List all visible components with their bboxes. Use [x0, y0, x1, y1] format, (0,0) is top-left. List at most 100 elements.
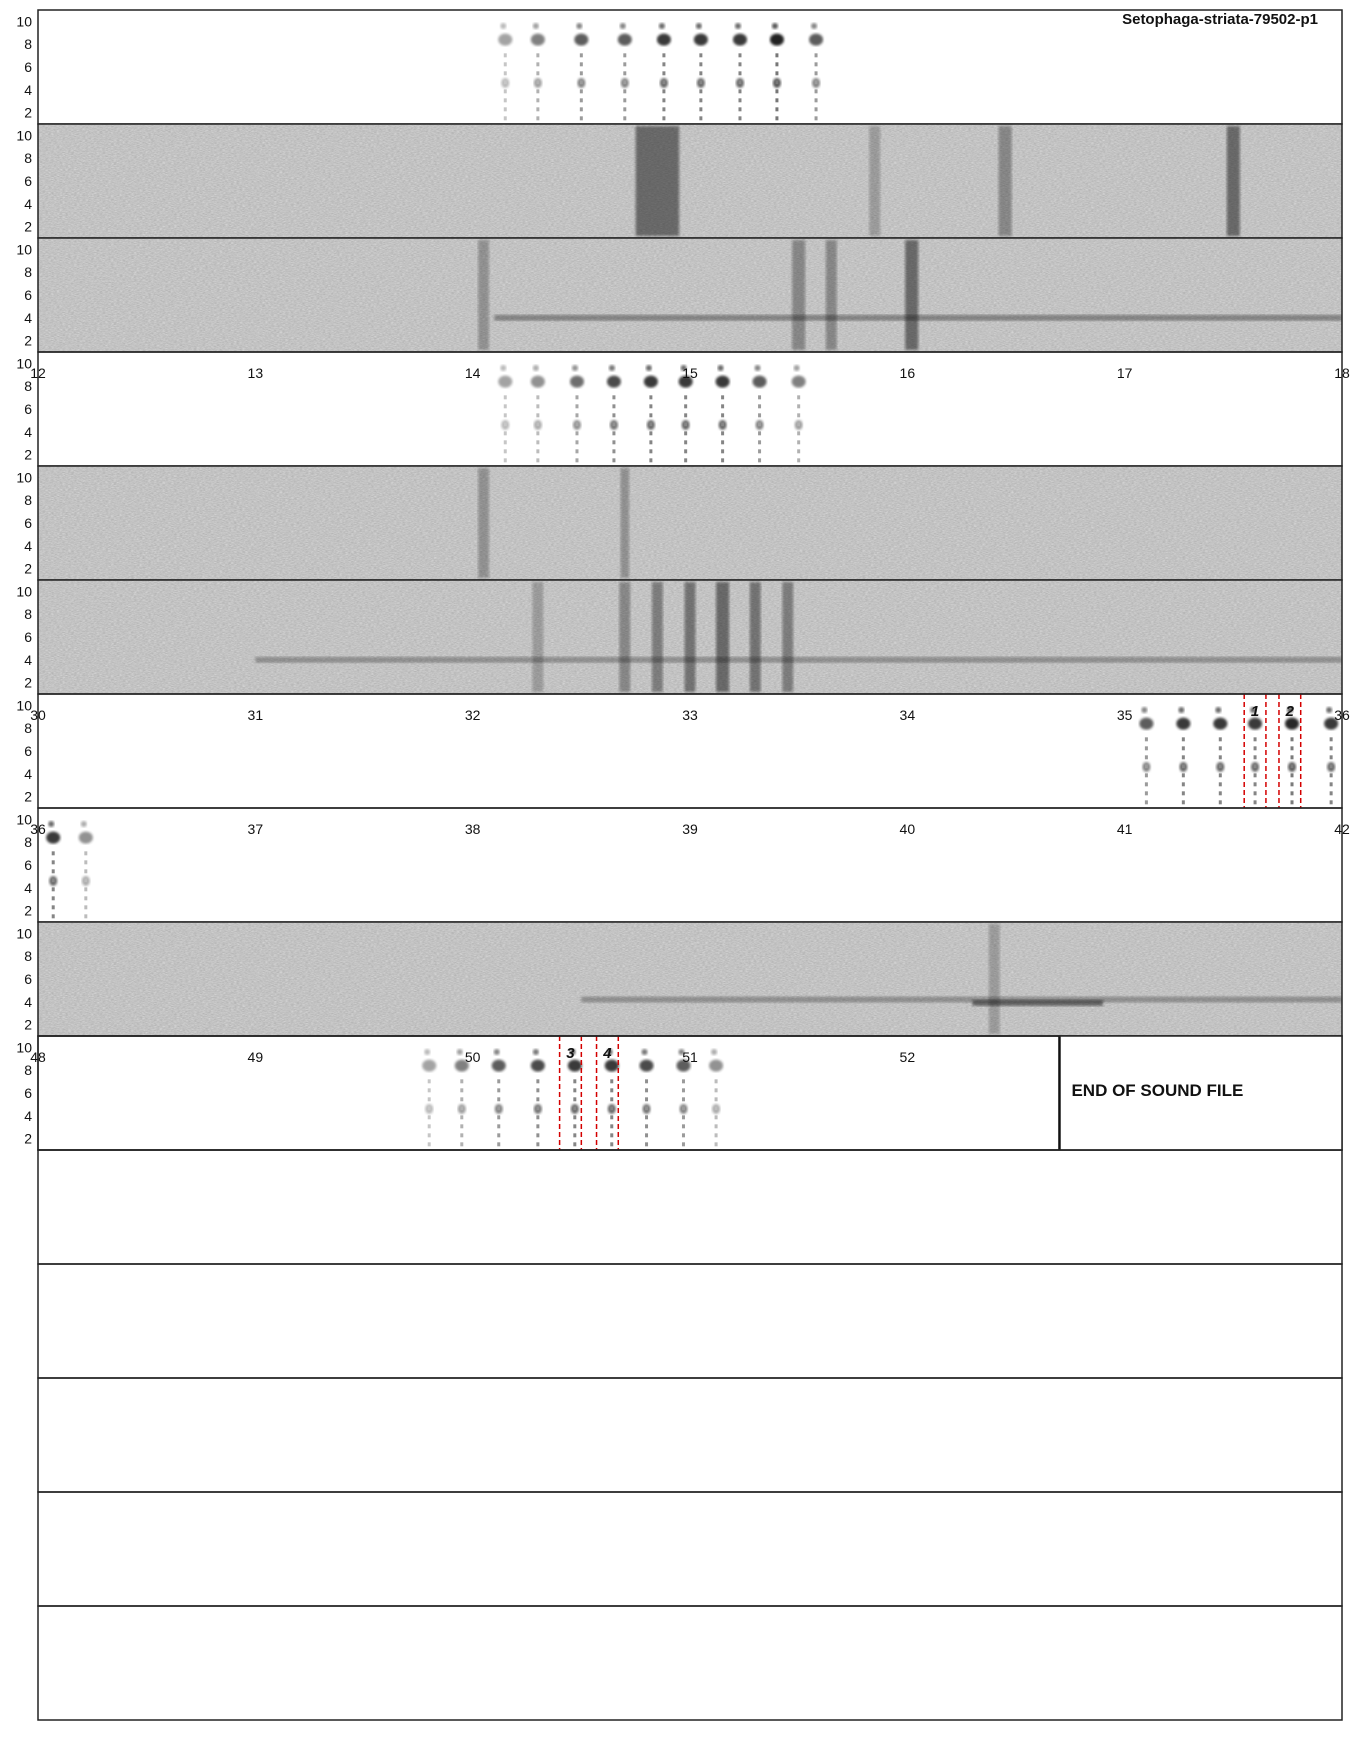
broadband-streak	[792, 240, 806, 350]
call-note	[1248, 706, 1263, 805]
frequency-tick: 6	[24, 857, 32, 873]
frequency-tick: 4	[24, 310, 32, 326]
tonal-band	[255, 656, 1342, 663]
broadband-streak	[825, 240, 837, 350]
frequency-tick: 8	[24, 264, 32, 280]
frequency-tick: 10	[16, 1039, 32, 1055]
time-tick: 16	[900, 365, 916, 381]
selection-marker-label: 3	[566, 1045, 575, 1062]
frequency-tick: 2	[24, 903, 32, 919]
row-frame	[37, 1605, 1343, 1721]
call-note	[498, 364, 513, 463]
time-tick: 36	[30, 821, 46, 837]
spectrogram-row	[37, 1377, 1343, 1493]
time-tick: 30	[30, 707, 46, 723]
row-frame	[37, 1491, 1343, 1607]
selection-marker: 4	[595, 1036, 620, 1150]
frequency-tick: 8	[24, 36, 32, 52]
call-note	[604, 1048, 619, 1147]
time-tick: 33	[682, 707, 698, 723]
call-note	[1285, 706, 1300, 805]
time-tick: 52	[900, 1049, 916, 1065]
selection-marker-label: 2	[1285, 703, 1295, 720]
call-note	[752, 364, 767, 463]
time-tick: 38	[465, 821, 481, 837]
call-note	[656, 22, 671, 121]
broadband-streak	[782, 582, 794, 692]
time-tick: 35	[1117, 707, 1133, 723]
call-note	[617, 22, 632, 121]
broadband-streak	[716, 582, 730, 692]
time-tick: 17	[1117, 365, 1133, 381]
selection-marker: 1	[1243, 694, 1267, 808]
call-note	[491, 1048, 506, 1147]
frequency-tick: 4	[24, 196, 32, 212]
time-tick: 50	[465, 1049, 481, 1065]
frequency-tick: 2	[24, 447, 32, 463]
spectrogram-row	[37, 1605, 1343, 1721]
time-tick: 39	[682, 821, 698, 837]
frequency-tick: 2	[24, 219, 32, 235]
call-note	[606, 364, 621, 463]
broadband-streak	[1226, 126, 1240, 236]
call-note	[1213, 706, 1228, 805]
selection-marker: 3	[558, 1036, 583, 1150]
frequency-tick: 4	[24, 652, 32, 668]
time-tick: 31	[248, 707, 264, 723]
call-note	[78, 820, 93, 919]
frequency-tick: 10	[16, 811, 32, 827]
frequency-tick: 2	[24, 105, 32, 121]
call-note	[791, 364, 806, 463]
frequency-tick: 10	[16, 697, 32, 713]
frequency-tick: 6	[24, 287, 32, 303]
call-note	[715, 364, 730, 463]
tonal-band	[972, 999, 1103, 1006]
call-note	[769, 22, 784, 121]
noise-texture	[38, 238, 1342, 352]
frequency-tick: 6	[24, 1085, 32, 1101]
frequency-tick: 8	[24, 606, 32, 622]
spectrogram-row	[37, 1149, 1343, 1265]
broadband-streak	[684, 582, 696, 692]
call-note	[643, 364, 658, 463]
frequency-tick: 10	[16, 241, 32, 257]
frequency-tick: 8	[24, 1062, 32, 1078]
time-tick: 49	[248, 1049, 264, 1065]
call-note	[676, 1048, 691, 1147]
frequency-tick: 6	[24, 59, 32, 75]
time-tick: 12	[30, 365, 46, 381]
frequency-tick: 10	[16, 469, 32, 485]
time-tick: 36	[1334, 707, 1350, 723]
call-note	[530, 1048, 545, 1147]
time-tick: 41	[1117, 821, 1133, 837]
frequency-tick: 8	[24, 834, 32, 850]
frequency-tick: 10	[16, 127, 32, 143]
frequency-tick: 6	[24, 173, 32, 189]
call-note	[639, 1048, 654, 1147]
broadband-streak	[619, 582, 631, 692]
frequency-tick: 2	[24, 1131, 32, 1147]
spectrogram-row	[37, 1263, 1343, 1379]
frequency-tick: 4	[24, 994, 32, 1010]
time-tick: 15	[682, 365, 698, 381]
time-tick: 37	[248, 821, 264, 837]
frequency-tick: 6	[24, 515, 32, 531]
frequency-tick: 10	[16, 13, 32, 29]
call-note	[422, 1048, 437, 1147]
spectrogram-row: 2 4 6 8 10	[16, 123, 1343, 239]
call-note	[567, 1048, 582, 1147]
frequency-tick: 2	[24, 675, 32, 691]
broadband-streak	[988, 924, 1000, 1034]
spectrogram-row	[37, 1491, 1343, 1607]
frequency-tick: 4	[24, 538, 32, 554]
frequency-tick: 2	[24, 561, 32, 577]
frequency-tick: 8	[24, 720, 32, 736]
broadband-streak	[478, 468, 489, 578]
frequency-tick: 4	[24, 424, 32, 440]
call-note	[46, 820, 61, 919]
frequency-tick: 8	[24, 948, 32, 964]
noise-texture	[38, 922, 1342, 1036]
